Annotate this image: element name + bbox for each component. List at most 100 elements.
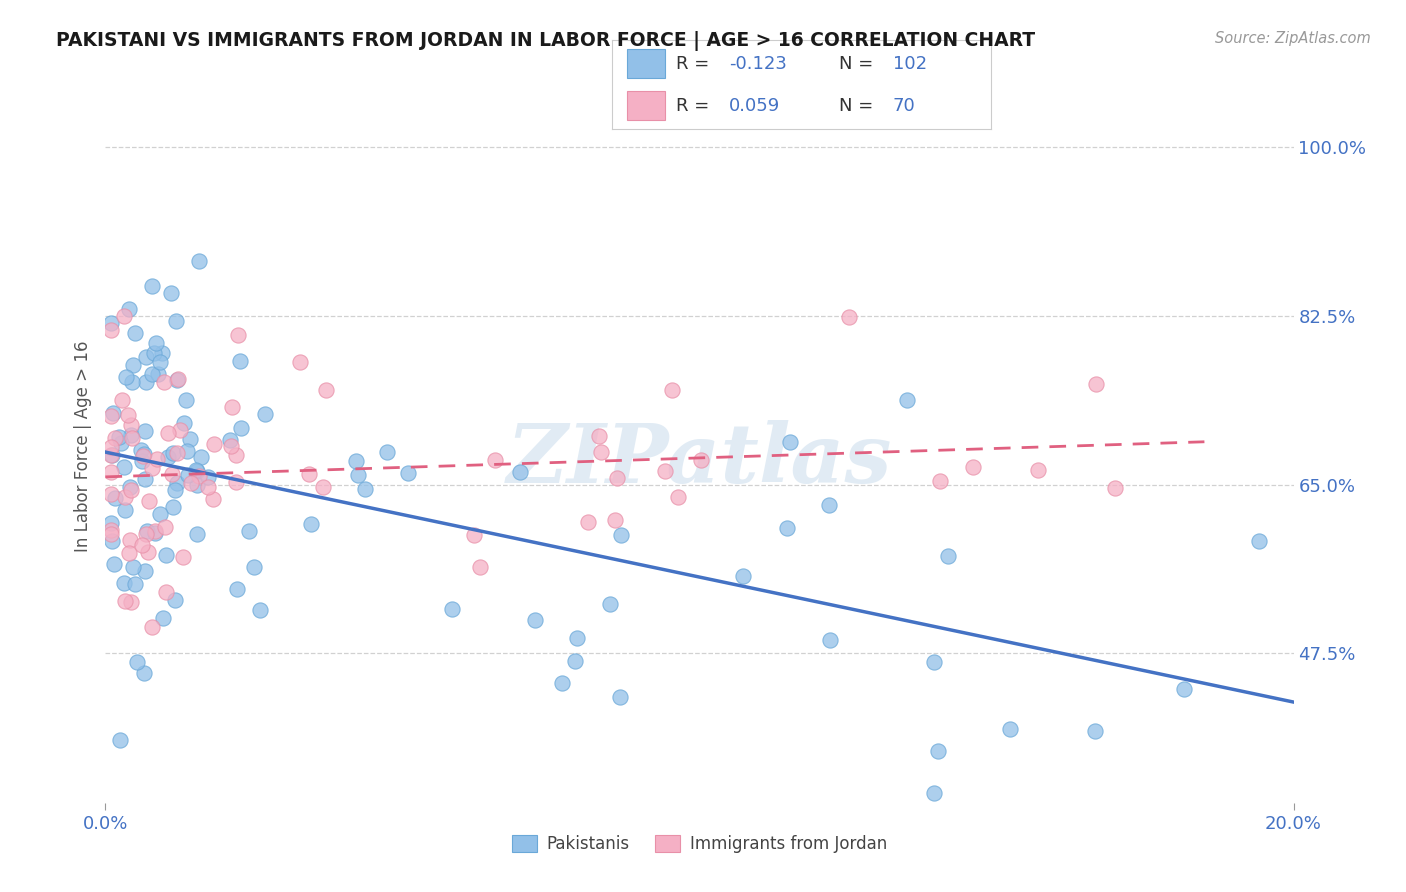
Text: 70: 70 <box>893 96 915 115</box>
Point <box>927 744 949 758</box>
Point <box>136 544 159 558</box>
Point <box>131 454 153 468</box>
Point <box>100 409 122 424</box>
Point <box>288 355 311 369</box>
Point <box>187 253 209 268</box>
Point <box>122 559 145 574</box>
Point <box>231 421 253 435</box>
Point <box>111 393 134 408</box>
Point <box>1084 377 1107 392</box>
Point <box>564 654 586 668</box>
Point <box>167 372 190 386</box>
Point <box>936 549 959 564</box>
Point <box>114 503 136 517</box>
Point <box>225 475 247 490</box>
Point <box>221 401 243 415</box>
Point <box>120 428 142 442</box>
Point <box>174 393 197 408</box>
Point <box>115 370 138 384</box>
Point <box>818 633 841 648</box>
Point <box>118 546 141 560</box>
Point <box>928 474 950 488</box>
Point <box>155 548 177 562</box>
Point <box>173 416 195 430</box>
Point <box>375 445 398 459</box>
Point <box>114 490 136 504</box>
Point <box>112 575 135 590</box>
Point <box>315 384 337 398</box>
Text: PAKISTANI VS IMMIGRANTS FROM JORDAN IN LABOR FORCE | AGE > 16 CORRELATION CHART: PAKISTANI VS IMMIGRANTS FROM JORDAN IN L… <box>56 31 1035 51</box>
Point <box>108 732 131 747</box>
Point <box>187 469 209 483</box>
Point <box>463 528 485 542</box>
Point <box>186 527 208 541</box>
Point <box>157 450 180 464</box>
Point <box>124 326 146 340</box>
Point <box>184 463 207 477</box>
Point <box>143 526 166 541</box>
Point <box>129 442 152 457</box>
Point <box>243 560 266 574</box>
Point <box>132 666 155 681</box>
Point <box>100 323 122 337</box>
Point <box>344 454 367 468</box>
Point <box>1104 482 1126 496</box>
Point <box>118 302 141 317</box>
Point <box>1173 682 1195 697</box>
Point <box>162 446 184 460</box>
Point <box>120 533 142 547</box>
Point <box>127 655 149 669</box>
Point <box>120 480 142 494</box>
Point <box>135 524 157 538</box>
Point <box>186 478 208 492</box>
Text: N =: N = <box>839 54 879 73</box>
Point <box>219 433 242 447</box>
Point <box>229 354 252 368</box>
Point <box>609 690 631 704</box>
Point <box>112 309 135 323</box>
Point <box>186 464 208 478</box>
Point <box>565 631 588 645</box>
FancyBboxPatch shape <box>627 49 665 78</box>
Point <box>654 464 676 478</box>
Point <box>166 475 188 490</box>
Point <box>112 459 135 474</box>
Point <box>146 452 169 467</box>
Point <box>524 613 547 627</box>
Point <box>165 483 187 498</box>
Point <box>166 446 188 460</box>
Point <box>202 491 225 506</box>
Point <box>202 436 225 450</box>
Point <box>135 375 157 389</box>
Point <box>599 597 621 611</box>
Point <box>135 527 157 541</box>
Point <box>603 513 626 527</box>
Point <box>148 354 170 368</box>
Point <box>124 577 146 591</box>
Point <box>509 465 531 479</box>
Point <box>176 443 198 458</box>
Point <box>134 472 156 486</box>
Point <box>733 568 755 582</box>
Point <box>177 468 200 483</box>
Point <box>101 406 124 420</box>
Point <box>298 467 321 482</box>
Point <box>103 557 125 571</box>
Point <box>160 286 183 301</box>
Point <box>138 494 160 508</box>
Point <box>104 431 127 445</box>
Point <box>226 327 249 342</box>
Point <box>114 594 136 608</box>
Point <box>100 448 122 462</box>
Point <box>1083 724 1105 739</box>
Point <box>134 424 156 438</box>
Point <box>117 408 139 422</box>
Point <box>661 383 683 397</box>
Point <box>141 620 163 634</box>
Point <box>924 655 946 669</box>
Point <box>165 314 187 328</box>
Point <box>998 723 1021 737</box>
Point <box>100 465 122 479</box>
Point <box>299 517 322 532</box>
Point <box>100 316 122 330</box>
